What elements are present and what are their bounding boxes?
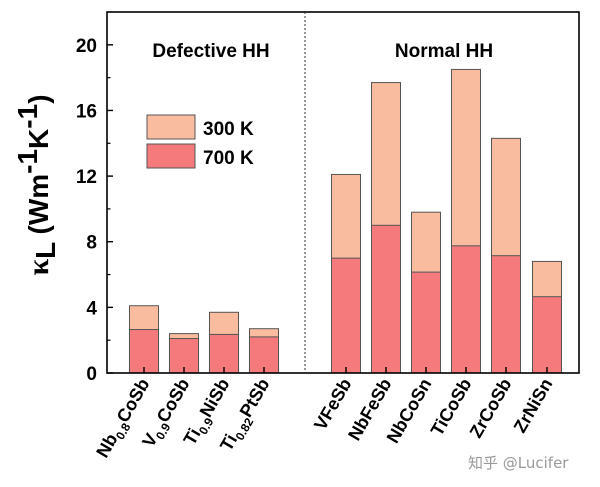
y-axis-label: κL (Wm-1K-1) [12,94,61,275]
legend-label-300k: 300 K [203,119,254,140]
bars [129,68,562,374]
y-tick-label: 16 [76,101,97,122]
y-tick-label: 0 [86,364,97,385]
plot-frame [106,11,580,374]
bar-700k [331,257,361,374]
bar-700k [129,329,159,374]
x-category-label: Nb0.8CoSb [92,375,157,463]
legend-label-700k: 700 K [203,148,254,169]
svg-text:Nb0.8CoSb: Nb0.8CoSb [92,375,157,463]
svg-text:ZrNiSn: ZrNiSn [510,375,557,436]
legend-swatch-700k [146,143,196,169]
svg-text:κL (Wm-1K-1): κL (Wm-1K-1) [12,94,61,275]
bar-700k [451,245,481,374]
axes [106,11,580,374]
y-tick-labels: 0 4 8 12 16 20 [76,36,98,385]
bar-700k [249,336,279,374]
y-tick-label: 20 [76,36,97,57]
x-category-label: ZrNiSn [510,375,557,436]
group-title-defective: Defective HH [152,41,269,62]
bar-700k [209,333,239,374]
legend-swatch-300k [146,114,196,140]
y-tick-label: 12 [76,167,97,188]
group-title-normal: Normal HH [395,41,493,62]
bar-700k [491,255,521,374]
y-tick-label: 8 [86,233,97,254]
bar-700k [532,296,562,374]
bar-700k [371,224,401,374]
legend: 300 K 700 K [146,114,254,169]
y-tick-label: 4 [86,298,97,319]
watermark: 知乎 @Lucifer [468,454,569,472]
bar-700k [411,271,441,374]
